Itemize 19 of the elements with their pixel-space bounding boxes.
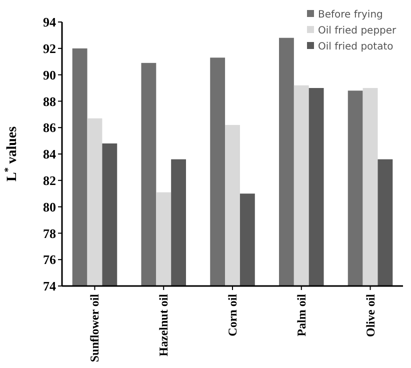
x-tick-label: Corn oil: [226, 293, 240, 336]
y-tick-label: 76: [43, 252, 56, 268]
y-tick-label: 92: [43, 40, 56, 56]
x-tick-label: Palm oil: [294, 293, 308, 336]
legend-label: Oil fried pepper: [318, 26, 398, 36]
y-tick-label: 94: [43, 14, 56, 30]
y-tick-label: 90: [43, 67, 56, 82]
y-tick-label: 74: [43, 278, 56, 294]
x-tick-label: Hazelnut oil: [156, 293, 171, 356]
y-tick-label: 88: [43, 94, 56, 109]
x-tick-label: Olive oil: [363, 293, 378, 337]
y-tick-label: 80: [43, 199, 56, 214]
y-tick-label: 82: [43, 172, 56, 188]
y-tick-label: 86: [43, 120, 56, 136]
y-tick-label: 78: [43, 226, 56, 241]
legend-label: Oil fried potato: [318, 42, 394, 52]
y-tick-label: 84: [43, 146, 56, 162]
x-tick-label: Sunflower oil: [88, 293, 102, 362]
legend-label: Before frying: [318, 10, 383, 20]
